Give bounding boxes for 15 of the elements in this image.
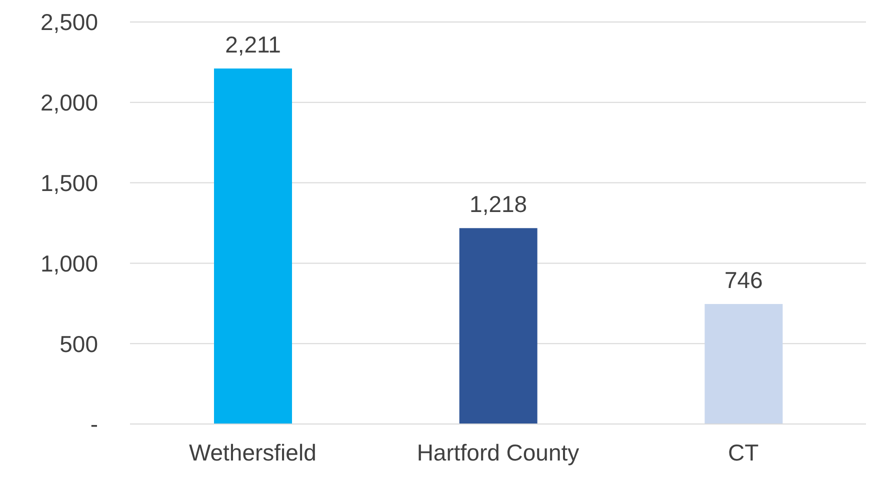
y-tick-label: -	[90, 411, 98, 438]
y-tick-label: 2,500	[40, 9, 98, 36]
x-tick-label: Hartford County	[416, 439, 580, 466]
bar	[214, 68, 292, 424]
data-label: 1,218	[470, 191, 528, 218]
x-tick-label: CT	[728, 439, 759, 466]
data-label: 2,211	[225, 31, 281, 58]
bar	[459, 228, 538, 424]
y-tick-label: 1,500	[40, 170, 98, 196]
y-tick-label: 1,000	[40, 250, 98, 276]
x-tick-label: Wethersfield	[188, 439, 316, 466]
y-tick-label: 2,000	[40, 90, 98, 116]
y-tick-label: 500	[60, 330, 98, 357]
bar	[704, 304, 783, 424]
data-label: 746	[724, 267, 763, 294]
